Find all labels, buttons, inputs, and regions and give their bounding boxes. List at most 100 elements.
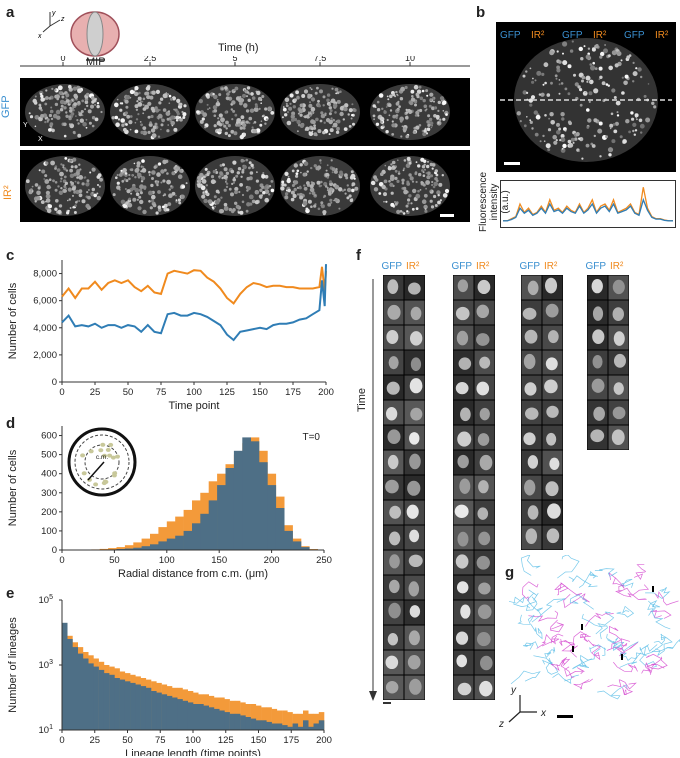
nucleus	[62, 92, 65, 95]
nucleus	[248, 116, 253, 121]
lineage-track	[521, 581, 539, 601]
embryo-frame-4	[370, 156, 450, 216]
nucleus	[179, 117, 183, 122]
nucleus	[175, 199, 178, 201]
chart-c-series-1	[61, 264, 327, 342]
nucleus	[56, 97, 59, 101]
nucleus	[78, 112, 83, 117]
nucleus	[444, 188, 450, 194]
nucleus	[312, 126, 317, 130]
nucleus	[590, 65, 596, 71]
nucleus	[45, 161, 49, 165]
nucleus	[248, 121, 251, 125]
nucleus	[556, 130, 561, 135]
nucleus	[442, 117, 446, 121]
nucleus	[536, 70, 542, 76]
nucleus	[175, 115, 180, 120]
nucleus	[408, 173, 412, 177]
nucleus	[388, 103, 392, 107]
nucleus	[307, 111, 310, 114]
nucleus	[134, 121, 137, 124]
nucleus	[65, 97, 68, 100]
nucleus	[585, 75, 591, 81]
nucleus	[220, 117, 225, 123]
nucleus	[96, 195, 102, 201]
nucleus	[386, 118, 389, 122]
chart-d-bar-1	[217, 485, 226, 550]
lineage-tracks-3d: yxz	[498, 555, 680, 730]
nucleus	[175, 110, 180, 114]
nucleus	[251, 126, 254, 129]
nucleus	[299, 195, 304, 200]
nucleus	[308, 192, 312, 195]
lineage-track	[523, 641, 539, 650]
nucleus	[166, 179, 172, 185]
nucleus	[320, 113, 326, 119]
nucleus	[68, 84, 72, 89]
nucleus	[334, 111, 337, 114]
nucleus	[81, 199, 86, 204]
cell-nucleus	[457, 431, 472, 447]
nucleus	[632, 71, 638, 77]
nucleus	[390, 163, 393, 166]
nucleus	[262, 191, 266, 195]
nucleus	[63, 106, 67, 110]
nucleus	[281, 182, 285, 187]
nucleus	[87, 109, 92, 114]
nucleus	[547, 148, 551, 152]
chart-e-xlabel: Lineage length (time points)	[125, 748, 261, 756]
inset-cell	[110, 455, 116, 460]
nucleus	[219, 171, 223, 175]
nucleus	[441, 174, 444, 177]
nucleus	[287, 188, 291, 193]
nucleus	[73, 93, 78, 98]
lineage-track	[550, 657, 568, 672]
nucleus	[334, 87, 339, 92]
nucleus	[240, 158, 245, 163]
embryo-frame-2	[195, 156, 275, 216]
nucleus	[404, 85, 408, 90]
nucleus	[233, 182, 235, 184]
nucleus	[328, 133, 331, 136]
nucleus	[315, 117, 319, 122]
nucleus	[308, 103, 313, 108]
nucleus	[543, 62, 549, 68]
nucleus	[218, 113, 223, 118]
nucleus	[605, 83, 609, 86]
nucleus	[205, 184, 208, 187]
embryo-frame-0	[25, 156, 105, 216]
nucleus	[79, 118, 84, 123]
nucleus	[89, 171, 92, 174]
lineage-track	[559, 631, 590, 649]
nucleus	[553, 140, 558, 145]
nucleus	[562, 41, 568, 47]
nucleus	[223, 202, 228, 207]
nucleus	[253, 121, 257, 124]
nucleus	[639, 123, 645, 129]
chart-d-bar-0	[183, 509, 193, 550]
nucleus	[328, 103, 331, 106]
nucleus	[381, 184, 386, 190]
nucleus	[434, 169, 438, 173]
nucleus	[196, 110, 200, 114]
nucleus	[316, 86, 319, 90]
nucleus	[221, 87, 224, 91]
nucleus	[60, 163, 63, 166]
nucleus	[528, 98, 533, 103]
profile-frame	[500, 180, 676, 228]
nucleus	[593, 118, 598, 123]
nucleus	[345, 176, 349, 180]
nucleus	[389, 176, 395, 182]
inset-cell	[107, 453, 113, 458]
nucleus	[212, 92, 215, 96]
nucleus	[260, 102, 262, 104]
chart-d-bar-1	[133, 547, 142, 550]
nucleus	[226, 92, 230, 96]
nucleus	[326, 93, 331, 97]
nucleus	[419, 108, 423, 113]
nucleus	[328, 192, 332, 196]
chart-d-xlabel: Radial distance from c.m. (μm)	[118, 568, 268, 580]
nucleus	[170, 185, 173, 188]
nucleus	[395, 90, 398, 94]
nucleus	[344, 192, 347, 195]
